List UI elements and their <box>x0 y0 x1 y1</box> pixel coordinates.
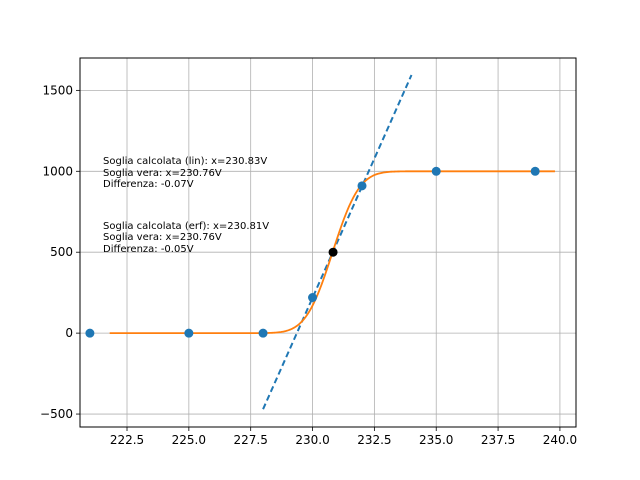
annotation-erf-line-3: Differenza: -0.05V <box>103 244 194 255</box>
plot-frame <box>79 57 577 428</box>
x-tick-label: 222.5 <box>110 433 144 447</box>
x-tick-label: 225.0 <box>172 433 206 447</box>
y-tick-label: −500 <box>40 407 73 421</box>
y-tick-label: 1500 <box>42 83 73 97</box>
data-point <box>184 328 194 338</box>
x-tick-label: 235.0 <box>419 433 453 447</box>
data-point <box>258 328 268 338</box>
threshold-point <box>328 247 338 257</box>
y-tick-label: 1000 <box>42 164 73 178</box>
annotation-lin-line-3: Differenza: -0.07V <box>103 179 194 190</box>
annotation-erf-line-1: Soglia calcolata (erf): x=230.81V <box>103 221 269 232</box>
x-tick-label: 237.5 <box>481 433 515 447</box>
y-tick-label: 0 <box>65 326 73 340</box>
grid <box>80 58 576 427</box>
x-tick-label: 230.0 <box>295 433 329 447</box>
x-tick-label: 227.5 <box>234 433 268 447</box>
data-point <box>357 181 367 191</box>
x-tick-label: 232.5 <box>357 433 391 447</box>
data-point <box>308 293 318 303</box>
annotation-lin: Soglia calcolata (lin): x=230.83V Soglia… <box>103 156 267 190</box>
data-point <box>431 166 441 176</box>
series-layer <box>85 74 555 410</box>
annotation-lin-line-2: Soglia vera: x=230.76V <box>103 168 222 179</box>
annotation-erf: Soglia calcolata (erf): x=230.81V Soglia… <box>103 221 269 255</box>
linear-fit-line <box>262 74 413 410</box>
data-point <box>530 166 540 176</box>
data-point <box>85 328 95 338</box>
annotation-erf-line-2: Soglia vera: x=230.76V <box>103 232 222 243</box>
x-tick-label: 240.0 <box>543 433 577 447</box>
y-tick-label: 500 <box>50 245 73 259</box>
ticks: 222.5 225.0 227.5 230.0 232.5 235.0 237.5 240.0… <box>40 83 577 447</box>
annotation-lin-line-1: Soglia calcolata (lin): x=230.83V <box>103 156 267 167</box>
